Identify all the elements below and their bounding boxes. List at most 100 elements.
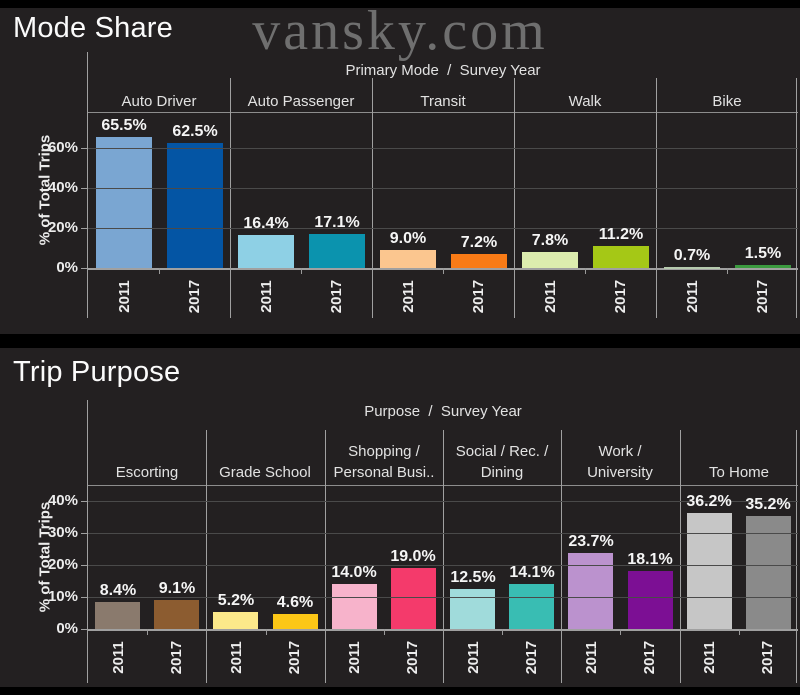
y-tick [81,501,88,502]
bar-2011[interactable] [95,602,140,629]
category-header: Grade School [219,464,311,481]
bar-2017[interactable] [391,568,436,629]
category-header: Auto Passenger [247,93,355,110]
bar-2017[interactable] [593,246,649,268]
survey-year-label: 2017 [328,279,346,313]
mode-share-chart: Mode Share Primary Mode / Survey Year % … [0,8,800,334]
category-divider [325,430,326,683]
category-header: Transit [420,93,466,110]
gridline [88,501,798,502]
category-divider [206,430,207,683]
survey-year-label: 2017 [612,279,630,313]
survey-year-label: 2011 [345,640,363,674]
category-header: To Home [708,464,770,481]
y-axis-spine [87,52,88,318]
bar-2017[interactable] [309,234,365,268]
bar-2011[interactable] [450,589,495,629]
category-header: Social / Rec. / Dining [455,443,549,481]
x-tick-label: 2017 [401,635,425,679]
category-header: Walk [568,93,602,110]
bar-value-label: 65.5% [101,117,147,134]
panel-right-border [796,430,797,683]
category-header: Auto Driver [121,93,197,110]
category-divider [443,430,444,683]
bar-2017[interactable] [735,265,791,268]
bar-value-label: 17.1% [314,214,360,231]
y-tick [81,188,88,189]
x-tick-label: 2017 [751,274,775,318]
bar-value-label: 7.8% [531,232,569,249]
survey-year-label: 2017 [168,640,186,674]
survey-year-label: 2017 [759,640,777,674]
bar-value-label: 7.2% [460,234,498,251]
watermark: vansky.com [252,0,548,62]
x-tick-label: 2011 [106,635,130,679]
bar-2017[interactable] [273,614,318,629]
bar-2011[interactable] [238,235,294,268]
x-minor-tick [301,268,302,274]
bar-value-label: 35.2% [745,496,791,513]
y-tick-label: 10% [47,588,78,605]
bar-value-label: 18.1% [627,551,673,568]
bar-value-label: 16.4% [243,215,289,232]
y-tick-label: 0% [56,259,78,276]
y-tick [81,268,88,269]
y-tick [81,148,88,149]
survey-year-label: 2011 [115,279,133,313]
y-tick [81,597,88,598]
x-minor-tick [443,268,444,274]
gridline [88,597,798,598]
x-tick-label: 2011 [224,635,248,679]
survey-year-label: 2011 [257,279,275,313]
category-divider [561,430,562,683]
category-divider [680,430,681,683]
x-tick-label: 2011 [342,635,366,679]
y-tick-label: 40% [47,179,78,196]
x-minor-tick [266,629,267,635]
y-tick [81,629,88,630]
bar-value-label: 11.2% [598,226,644,243]
survey-year-label: 2017 [404,640,422,674]
bar-2017[interactable] [154,600,199,629]
bar-2011[interactable] [96,137,152,268]
bar-value-label: 62.5% [172,123,218,140]
y-tick-label: 0% [56,620,78,637]
category-header: Escorting [115,464,179,481]
bar-2011[interactable] [664,267,720,269]
bar-2011[interactable] [380,250,436,268]
bar-2011[interactable] [332,584,377,629]
bar-2017[interactable] [628,571,673,629]
chart-title: Trip Purpose [13,356,181,388]
bar-value-label: 8.4% [99,582,137,599]
bar-value-label: 9.1% [158,580,196,597]
x-tick-label: 2017 [638,635,662,679]
category-header: Shopping / Personal Busi.. [333,443,435,481]
bar-2011[interactable] [687,513,732,629]
x-tick-label: 2017 [165,635,189,679]
column-group-header: Primary Mode / Survey Year [345,62,541,79]
bar-value-label: 9.0% [389,230,427,247]
y-axis-spine [87,400,88,683]
bar-2017[interactable] [509,584,554,629]
x-tick-label: 2017 [609,274,633,318]
y-tick-label: 60% [47,139,78,156]
survey-year-label: 2011 [541,279,559,313]
bar-2011[interactable] [522,252,578,268]
bar-value-label: 1.5% [744,245,782,262]
x-tick-label: 2017 [183,274,207,318]
bar-2017[interactable] [167,143,223,268]
bar-2017[interactable] [451,254,507,268]
bar-value-label: 19.0% [390,548,436,565]
y-tick [81,228,88,229]
bar-2017[interactable] [746,516,791,629]
survey-year-label: 2017 [186,279,204,313]
x-minor-tick [739,629,740,635]
y-tick-label: 30% [47,524,78,541]
chart-title: Mode Share [13,12,173,44]
x-tick-label: 2011 [697,635,721,679]
survey-year-label: 2011 [683,279,701,313]
bar-value-label: 36.2% [686,493,732,510]
survey-year-label: 2017 [286,640,304,674]
x-tick-label: 2017 [283,635,307,679]
bar-2011[interactable] [213,612,258,629]
